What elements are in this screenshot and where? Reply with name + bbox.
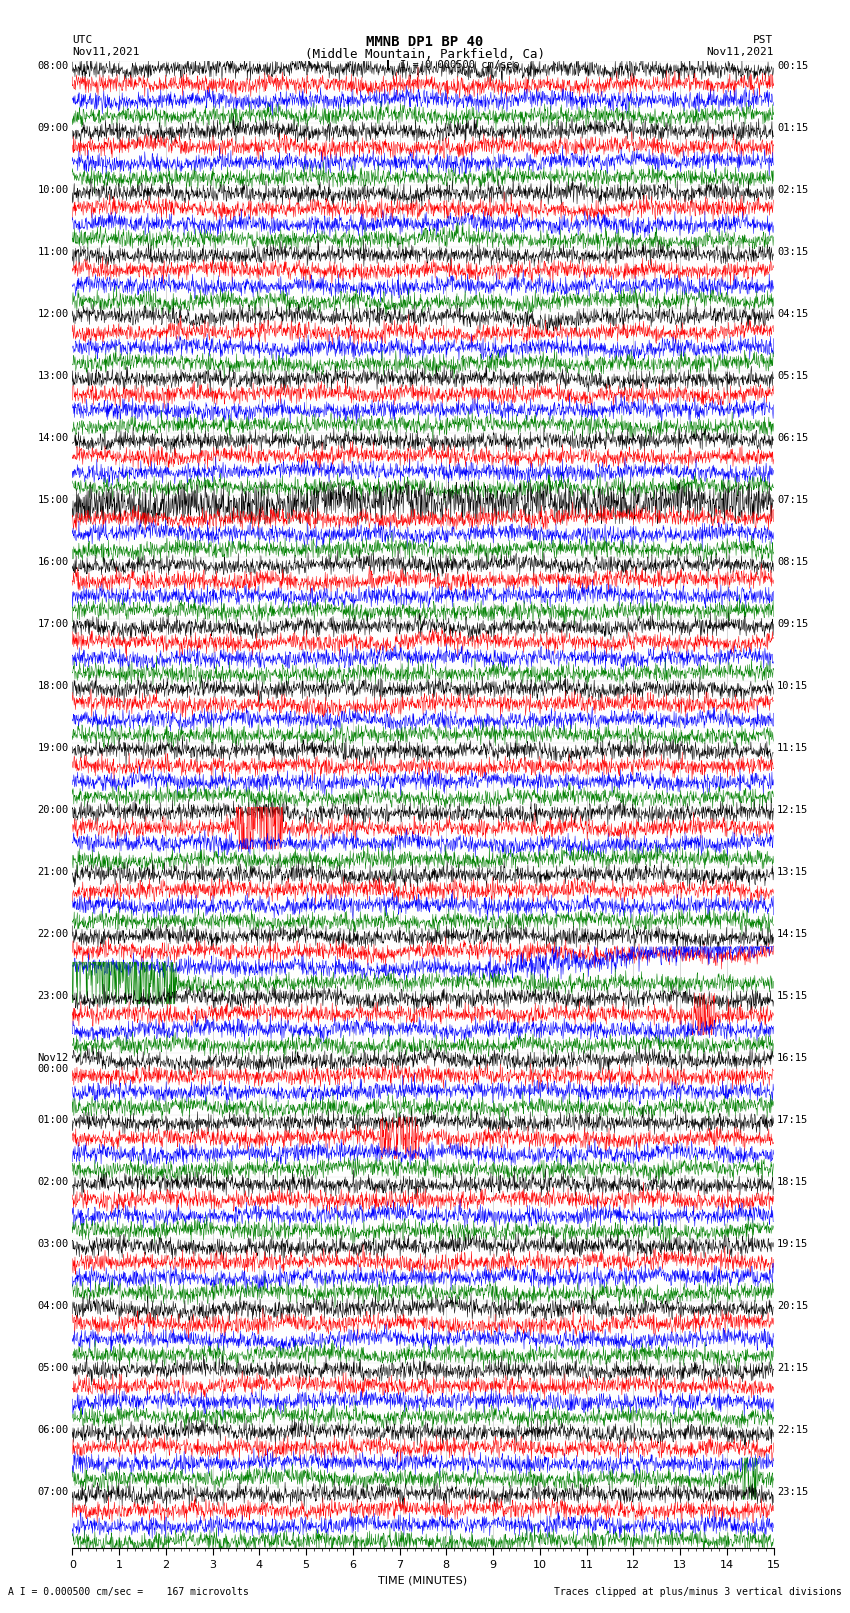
Text: 18:15: 18:15	[777, 1177, 808, 1187]
Text: 05:00: 05:00	[37, 1363, 69, 1373]
Text: 15:00: 15:00	[37, 495, 69, 505]
Text: 03:00: 03:00	[37, 1239, 69, 1248]
Text: 05:15: 05:15	[777, 371, 808, 381]
Text: 22:15: 22:15	[777, 1424, 808, 1434]
Text: 04:00: 04:00	[37, 1300, 69, 1311]
Text: 08:15: 08:15	[777, 556, 808, 568]
Text: 10:15: 10:15	[777, 681, 808, 690]
Text: 23:00: 23:00	[37, 990, 69, 1000]
Text: 02:15: 02:15	[777, 185, 808, 195]
Text: UTC: UTC	[72, 35, 93, 45]
Text: 02:00: 02:00	[37, 1177, 69, 1187]
Text: 17:15: 17:15	[777, 1115, 808, 1124]
Text: 06:15: 06:15	[777, 434, 808, 444]
Text: 19:15: 19:15	[777, 1239, 808, 1248]
Text: 19:00: 19:00	[37, 744, 69, 753]
Text: 10:00: 10:00	[37, 185, 69, 195]
Text: 18:00: 18:00	[37, 681, 69, 690]
Text: 12:15: 12:15	[777, 805, 808, 815]
Text: 13:00: 13:00	[37, 371, 69, 381]
Text: 07:00: 07:00	[37, 1487, 69, 1497]
Text: 11:15: 11:15	[777, 744, 808, 753]
Text: 16:00: 16:00	[37, 556, 69, 568]
Text: 17:00: 17:00	[37, 619, 69, 629]
Text: 20:00: 20:00	[37, 805, 69, 815]
Text: 07:15: 07:15	[777, 495, 808, 505]
Text: 11:00: 11:00	[37, 247, 69, 256]
Text: 23:15: 23:15	[777, 1487, 808, 1497]
Text: 14:00: 14:00	[37, 434, 69, 444]
Text: 14:15: 14:15	[777, 929, 808, 939]
Text: PST: PST	[753, 35, 774, 45]
Text: 06:00: 06:00	[37, 1424, 69, 1434]
Text: 01:00: 01:00	[37, 1115, 69, 1124]
Text: MMNB DP1 BP 40: MMNB DP1 BP 40	[366, 35, 484, 50]
Text: 16:15: 16:15	[777, 1053, 808, 1063]
Text: 08:00: 08:00	[37, 61, 69, 71]
Text: 13:15: 13:15	[777, 866, 808, 877]
Text: A I = 0.000500 cm/sec =    167 microvolts: A I = 0.000500 cm/sec = 167 microvolts	[8, 1587, 249, 1597]
Text: 03:15: 03:15	[777, 247, 808, 256]
Text: Traces clipped at plus/minus 3 vertical divisions: Traces clipped at plus/minus 3 vertical …	[553, 1587, 842, 1597]
Text: 22:00: 22:00	[37, 929, 69, 939]
Text: 09:00: 09:00	[37, 123, 69, 134]
Text: 21:00: 21:00	[37, 866, 69, 877]
Text: Nov12
00:00: Nov12 00:00	[37, 1053, 69, 1074]
Text: 15:15: 15:15	[777, 990, 808, 1000]
Text: 00:15: 00:15	[777, 61, 808, 71]
Text: Nov11,2021: Nov11,2021	[72, 47, 139, 56]
Text: Nov11,2021: Nov11,2021	[706, 47, 774, 56]
Text: 12:00: 12:00	[37, 310, 69, 319]
Text: 01:15: 01:15	[777, 123, 808, 134]
Text: 21:15: 21:15	[777, 1363, 808, 1373]
Text: 09:15: 09:15	[777, 619, 808, 629]
Text: 20:15: 20:15	[777, 1300, 808, 1311]
X-axis label: TIME (MINUTES): TIME (MINUTES)	[378, 1576, 468, 1586]
Text: (Middle Mountain, Parkfield, Ca): (Middle Mountain, Parkfield, Ca)	[305, 48, 545, 61]
Text: I = 0.000500 cm/sec: I = 0.000500 cm/sec	[400, 60, 518, 71]
Text: 04:15: 04:15	[777, 310, 808, 319]
